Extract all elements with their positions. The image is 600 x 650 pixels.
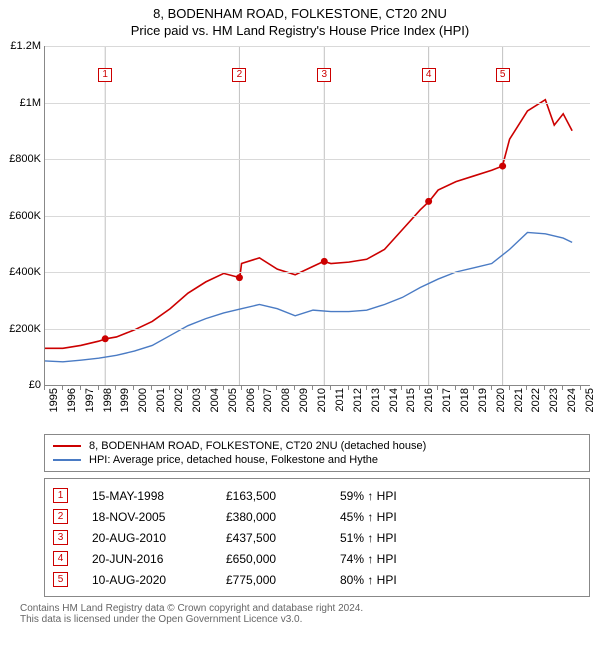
marker-label: 2 bbox=[232, 68, 246, 82]
x-axis-label: 2001 bbox=[155, 388, 167, 412]
transaction-row: 2 18-NOV-2005 £380,000 45% ↑ HPI bbox=[53, 506, 581, 527]
footer-line: Contains HM Land Registry data © Crown c… bbox=[20, 603, 590, 614]
transaction-pct: 80% ↑ HPI bbox=[340, 573, 397, 587]
x-axis-label: 2020 bbox=[495, 388, 507, 412]
marker-label: 1 bbox=[98, 68, 112, 82]
x-axis-label: 1996 bbox=[66, 388, 78, 412]
transaction-date: 10-AUG-2020 bbox=[92, 573, 202, 587]
chart-title: 8, BODENHAM ROAD, FOLKESTONE, CT20 2NU bbox=[0, 0, 600, 21]
transaction-row: 5 10-AUG-2020 £775,000 80% ↑ HPI bbox=[53, 569, 581, 590]
legend-label: HPI: Average price, detached house, Folk… bbox=[89, 454, 378, 466]
x-axis-label: 2009 bbox=[298, 388, 310, 412]
transaction-number: 2 bbox=[53, 509, 68, 524]
x-axis-label: 2016 bbox=[423, 388, 435, 412]
x-axis-label: 2012 bbox=[352, 388, 364, 412]
transaction-price: £437,500 bbox=[226, 531, 316, 545]
legend-swatch bbox=[53, 459, 81, 461]
legend-swatch bbox=[53, 445, 81, 447]
x-axis-label: 1997 bbox=[84, 388, 96, 412]
x-axis-label: 2024 bbox=[566, 388, 578, 412]
transaction-row: 3 20-AUG-2010 £437,500 51% ↑ HPI bbox=[53, 527, 581, 548]
transactions-table: 1 15-MAY-1998 £163,500 59% ↑ HPI 2 18-NOV-200… bbox=[44, 478, 590, 597]
x-axis-label: 2025 bbox=[584, 388, 596, 412]
legend-item: HPI: Average price, detached house, Folk… bbox=[53, 453, 581, 467]
legend-label: 8, BODENHAM ROAD, FOLKESTONE, CT20 2NU (… bbox=[89, 440, 426, 452]
x-axis-label: 2006 bbox=[245, 388, 257, 412]
x-axis-label: 2000 bbox=[137, 388, 149, 412]
transaction-pct: 51% ↑ HPI bbox=[340, 531, 397, 545]
x-axis-label: 2021 bbox=[513, 388, 525, 412]
x-axis-label: 2013 bbox=[370, 388, 382, 412]
transaction-price: £380,000 bbox=[226, 510, 316, 524]
transaction-price: £163,500 bbox=[226, 489, 316, 503]
x-axis-label: 1995 bbox=[48, 388, 60, 412]
marker-label: 3 bbox=[317, 68, 331, 82]
y-axis-label: £200K bbox=[1, 323, 41, 335]
y-axis-label: £400K bbox=[1, 266, 41, 278]
x-axis-label: 2019 bbox=[477, 388, 489, 412]
y-axis-label: £1M bbox=[1, 97, 41, 109]
transaction-row: 4 20-JUN-2016 £650,000 74% ↑ HPI bbox=[53, 548, 581, 569]
footer-line: This data is licensed under the Open Gov… bbox=[20, 614, 590, 625]
chart-subtitle: Price paid vs. HM Land Registry's House … bbox=[0, 21, 600, 46]
plot-area: £0£200K£400K£600K£800K£1M£1.2M12345 bbox=[44, 46, 590, 386]
x-axis-label: 2002 bbox=[173, 388, 185, 412]
x-axis-label: 2004 bbox=[209, 388, 221, 412]
y-axis-label: £0 bbox=[1, 379, 41, 391]
marker-label: 4 bbox=[422, 68, 436, 82]
x-axis: 1995 1996 1997 1998 1999 2000 2001 2002 2003 2004… bbox=[44, 386, 590, 426]
x-axis-label: 1998 bbox=[102, 388, 114, 412]
x-axis-label: 2011 bbox=[334, 388, 346, 412]
marker-label: 5 bbox=[496, 68, 510, 82]
x-axis-label: 2003 bbox=[191, 388, 203, 412]
x-axis-label: 2017 bbox=[441, 388, 453, 412]
transaction-date: 15-MAY-1998 bbox=[92, 489, 202, 503]
y-axis-label: £1.2M bbox=[1, 40, 41, 52]
x-axis-label: 2008 bbox=[280, 388, 292, 412]
transaction-pct: 74% ↑ HPI bbox=[340, 552, 397, 566]
x-axis-label: 2015 bbox=[405, 388, 417, 412]
y-axis-label: £600K bbox=[1, 210, 41, 222]
transaction-row: 1 15-MAY-1998 £163,500 59% ↑ HPI bbox=[53, 485, 581, 506]
x-axis-label: 2007 bbox=[262, 388, 274, 412]
x-axis-label: 2014 bbox=[388, 388, 400, 412]
transaction-date: 20-JUN-2016 bbox=[92, 552, 202, 566]
x-axis-label: 2005 bbox=[227, 388, 239, 412]
transaction-number: 4 bbox=[53, 551, 68, 566]
transaction-number: 1 bbox=[53, 488, 68, 503]
x-axis-label: 2023 bbox=[548, 388, 560, 412]
x-axis-label: 2018 bbox=[459, 388, 471, 412]
transaction-date: 18-NOV-2005 bbox=[92, 510, 202, 524]
transaction-price: £650,000 bbox=[226, 552, 316, 566]
x-axis-label: 2022 bbox=[530, 388, 542, 412]
legend-item: 8, BODENHAM ROAD, FOLKESTONE, CT20 2NU (… bbox=[53, 439, 581, 453]
transaction-number: 5 bbox=[53, 572, 68, 587]
transaction-date: 20-AUG-2010 bbox=[92, 531, 202, 545]
transaction-price: £775,000 bbox=[226, 573, 316, 587]
footer: Contains HM Land Registry data © Crown c… bbox=[20, 603, 590, 625]
y-axis-label: £800K bbox=[1, 153, 41, 165]
x-axis-label: 2010 bbox=[316, 388, 328, 412]
legend: 8, BODENHAM ROAD, FOLKESTONE, CT20 2NU (… bbox=[44, 434, 590, 472]
transaction-pct: 45% ↑ HPI bbox=[340, 510, 397, 524]
transaction-pct: 59% ↑ HPI bbox=[340, 489, 397, 503]
x-axis-label: 1999 bbox=[119, 388, 131, 412]
chart-container: 8, BODENHAM ROAD, FOLKESTONE, CT20 2NU P… bbox=[0, 0, 600, 650]
transaction-number: 3 bbox=[53, 530, 68, 545]
